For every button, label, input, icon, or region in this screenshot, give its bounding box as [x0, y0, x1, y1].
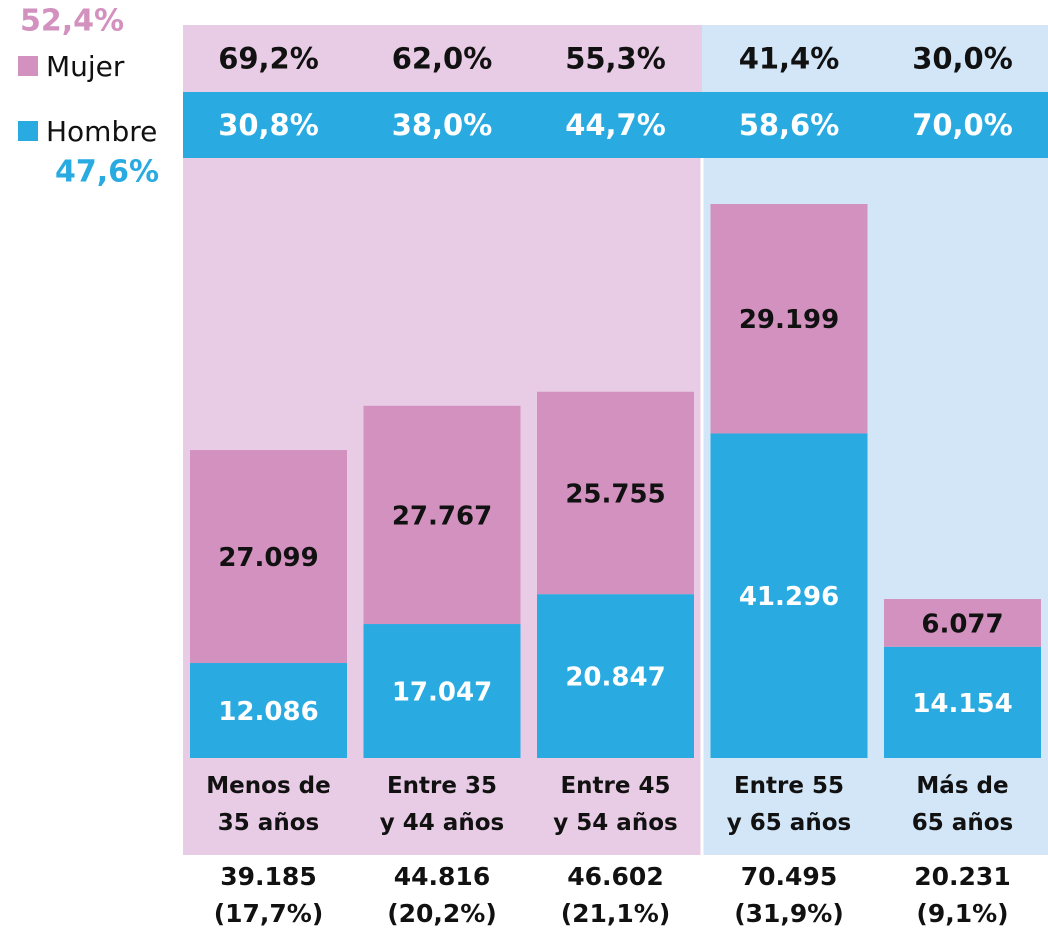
x-tick-label: Entre 55 y 65 años — [726, 773, 852, 836]
share-label: 62,0% — [392, 42, 493, 76]
share-label: 30,8% — [218, 108, 319, 142]
bar-segment — [190, 663, 347, 758]
legend-total: 52,4% — [20, 4, 124, 39]
total-label: 46.602 — [567, 862, 663, 891]
share-label: 55,3% — [565, 42, 666, 76]
total-label: 20.231 — [914, 862, 1010, 891]
x-tick-label: Menos de 35 años — [206, 773, 331, 836]
legend-swatch — [18, 121, 38, 141]
bar-segment — [363, 405, 521, 625]
bar-segment — [363, 624, 521, 758]
share-label: 38,0% — [392, 108, 493, 142]
data-label: 25.755 — [565, 479, 665, 509]
bar-segment — [884, 599, 1041, 647]
share-label: 70,0% — [912, 108, 1013, 142]
x-tick-label: Entre 35 y 44 años — [379, 773, 505, 836]
data-label: 41.296 — [739, 582, 839, 612]
total-label: 44.816 — [394, 862, 490, 891]
data-label: 29.199 — [739, 305, 839, 335]
share-row — [183, 92, 1048, 158]
bar-segment — [710, 433, 868, 758]
bar-segment — [884, 646, 1041, 758]
share-label: 58,6% — [739, 108, 840, 142]
legend-label: Hombre — [46, 115, 157, 148]
total-share-label: (21,1%) — [561, 899, 671, 928]
share-label: 30,0% — [912, 42, 1013, 76]
data-label: 27.767 — [392, 501, 492, 531]
bar-segment — [190, 450, 347, 664]
x-tick-label: Entre 45 y 54 años — [553, 773, 678, 836]
x-tick-label: Más de 65 años — [911, 773, 1014, 836]
legend-swatch — [18, 56, 38, 76]
data-label: 17.047 — [392, 678, 492, 708]
total-label: 70.495 — [741, 862, 837, 891]
share-label: 44,7% — [565, 108, 666, 142]
data-label: 14.154 — [912, 689, 1012, 719]
total-share-label: (31,9%) — [734, 899, 844, 928]
data-label: 27.099 — [218, 543, 318, 573]
total-label: 39.185 — [220, 862, 316, 891]
legend-label: Mujer — [46, 50, 125, 83]
bar-segment — [710, 204, 868, 434]
data-label: 12.086 — [218, 697, 318, 727]
data-label: 20.847 — [565, 663, 665, 693]
total-share-label: (20,2%) — [387, 899, 497, 928]
share-label: 41,4% — [739, 42, 840, 76]
legend-total: 47,6% — [55, 155, 159, 190]
bar-segment — [537, 594, 694, 758]
total-share-label: (17,7%) — [214, 899, 324, 928]
data-label: 6.077 — [921, 609, 1003, 639]
share-label: 69,2% — [218, 42, 319, 76]
total-share-label: (9,1%) — [916, 899, 1008, 928]
bar-segment — [537, 391, 694, 595]
